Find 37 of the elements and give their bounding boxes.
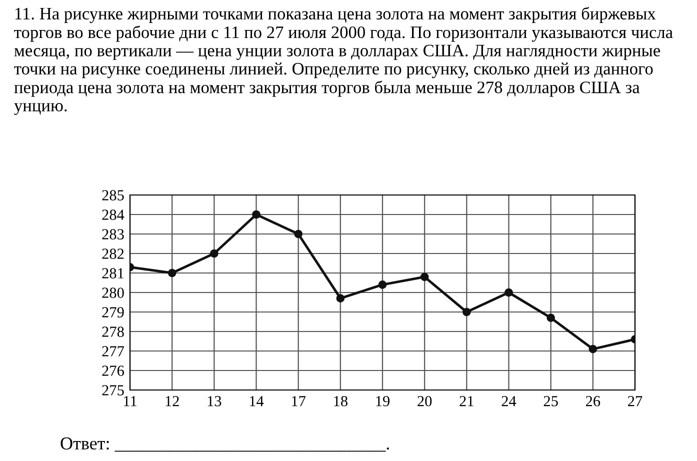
point [504, 288, 513, 297]
x-tick-label: 18 [334, 396, 348, 406]
point [252, 210, 260, 219]
x-tick-label: 21 [460, 396, 474, 406]
y-tick-label: 277 [102, 346, 124, 356]
point [168, 268, 176, 278]
point [294, 230, 302, 238]
y-tick-label: 279 [102, 307, 124, 318]
x-tick-label: 17 [292, 396, 306, 406]
x-tick-label: 24 [502, 396, 516, 406]
x-tick-label: 25 [544, 396, 558, 406]
x-tick-label: 19 [376, 396, 390, 406]
point [588, 344, 598, 354]
y-tick-label: 285 [102, 190, 124, 200]
x-tick-label: 14 [250, 396, 264, 406]
x-tick-label: 27 [628, 396, 642, 406]
y-tick-label: 276 [102, 366, 124, 376]
y-tick-label: 282 [102, 248, 124, 259]
point [336, 294, 345, 303]
x-tick-label: 26 [586, 396, 600, 406]
y-tick-label: 283 [102, 229, 124, 240]
x-tick-label: 13 [208, 396, 222, 406]
chart-title: 11. На рисунке жирными точками показана цена золота на момент закрытия биржевых торгов во все рабочие дни с 11 по 27 июля 2000 года. По горизонтали указываются числа месяца, по вертикали — цена унции золота в долларах США. Для наглядности жирные точки на рисунке соединены линией. Определите по рисунку, сколько дней из данного периода цена золота на момент закрытия торгов была меньше 278 долларов США за унцию. [14, 6, 673, 115]
text: Ответ: ______________________________. [60, 437, 389, 452]
point [462, 308, 471, 316]
y-tick-label: 278 [102, 326, 124, 337]
point [378, 280, 387, 289]
x-tick-label: 11 [124, 396, 136, 406]
y-tick-label: 275 [102, 385, 124, 396]
point [420, 272, 429, 282]
x-tick-label: 20 [418, 396, 432, 406]
y-tick-label: 281 [102, 268, 124, 278]
y-tick-label: 284 [102, 210, 124, 220]
x-tick-label: 12 [166, 396, 179, 406]
point [210, 249, 218, 258]
y-tick-label: 280 [102, 288, 124, 298]
point [546, 314, 555, 322]
